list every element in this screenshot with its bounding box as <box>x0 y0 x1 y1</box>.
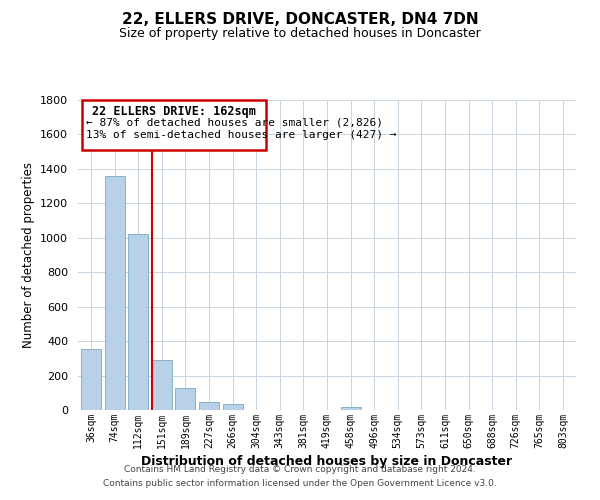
Bar <box>199 402 219 410</box>
Text: Contains HM Land Registry data © Crown copyright and database right 2024.
Contai: Contains HM Land Registry data © Crown c… <box>103 466 497 487</box>
Text: Size of property relative to detached houses in Doncaster: Size of property relative to detached ho… <box>119 28 481 40</box>
Bar <box>341 406 361 410</box>
Bar <box>223 404 242 410</box>
Text: 22, ELLERS DRIVE, DONCASTER, DN4 7DN: 22, ELLERS DRIVE, DONCASTER, DN4 7DN <box>122 12 478 28</box>
Bar <box>128 234 148 410</box>
Bar <box>82 100 266 150</box>
Bar <box>104 176 125 410</box>
Bar <box>152 360 172 410</box>
Bar <box>175 388 196 410</box>
Text: ← 87% of detached houses are smaller (2,826): ← 87% of detached houses are smaller (2,… <box>86 117 383 127</box>
Y-axis label: Number of detached properties: Number of detached properties <box>22 162 35 348</box>
Text: Distribution of detached houses by size in Doncaster: Distribution of detached houses by size … <box>142 454 512 468</box>
Text: 13% of semi-detached houses are larger (427) →: 13% of semi-detached houses are larger (… <box>86 130 397 140</box>
Bar <box>81 349 101 410</box>
Text: 22 ELLERS DRIVE: 162sqm: 22 ELLERS DRIVE: 162sqm <box>92 105 256 118</box>
